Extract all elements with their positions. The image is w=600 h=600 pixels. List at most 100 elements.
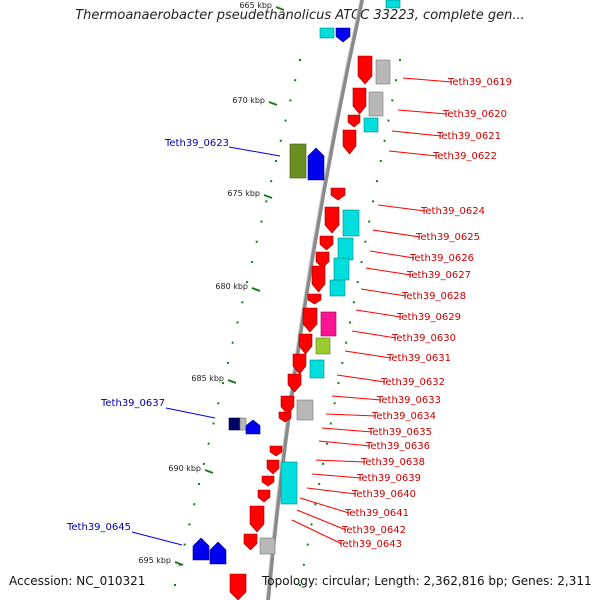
gene-label-right[interactable]: Teth39_0625 bbox=[415, 232, 480, 243]
gene-arrow-red bbox=[307, 293, 322, 305]
gene-label-right[interactable]: Teth39_0621 bbox=[436, 131, 501, 142]
gene-label-right[interactable]: Teth39_0620 bbox=[442, 109, 507, 120]
gene-label-right[interactable]: Teth39_0619 bbox=[447, 77, 512, 88]
leader-line-right bbox=[315, 459, 366, 463]
leader-line-right bbox=[369, 250, 415, 259]
gene-label-right[interactable]: Teth39_0635 bbox=[367, 427, 432, 438]
genome-backbone bbox=[265, 0, 364, 600]
gene-arrow-red bbox=[357, 55, 373, 85]
map-title: Thermoanaerobacter pseudethanolicus ATCC… bbox=[75, 8, 525, 23]
kbp-tick-label: 695 kbp bbox=[138, 556, 171, 565]
gene-label-right[interactable]: Teth39_0641 bbox=[344, 508, 409, 519]
gene-label-right[interactable]: Teth39_0629 bbox=[396, 312, 461, 323]
gene-box-navy bbox=[228, 417, 242, 431]
gene-label-right[interactable]: Teth39_0632 bbox=[380, 377, 445, 388]
gene-label-right[interactable]: Teth39_0640 bbox=[351, 489, 416, 500]
tick-dot-outer bbox=[231, 341, 234, 344]
tick-dot-inner bbox=[322, 462, 325, 465]
gene-arrow-red bbox=[342, 129, 357, 155]
gene-box-gray bbox=[259, 537, 276, 555]
kbp-tick-label: 690 kbp bbox=[168, 464, 201, 473]
gene-arrow-red bbox=[347, 114, 361, 128]
gene-label-right[interactable]: Teth39_0622 bbox=[432, 151, 497, 162]
tick-dot-outer bbox=[222, 382, 225, 385]
tick-dot-outer bbox=[207, 442, 210, 445]
tick-dot-inner bbox=[318, 483, 321, 486]
gene-box-cyan bbox=[337, 237, 354, 261]
gene-arrow-red bbox=[287, 373, 302, 393]
gene-box-gray bbox=[375, 59, 391, 85]
tick-dot-inner bbox=[352, 301, 355, 304]
tick-dot-outer bbox=[198, 483, 201, 486]
gene-arrow-red bbox=[266, 459, 280, 475]
leader-line-right bbox=[355, 309, 402, 318]
gene-box-cyan bbox=[363, 117, 379, 133]
leader-line-right bbox=[311, 473, 362, 479]
gene-box-cyan bbox=[385, 0, 401, 9]
leader-line-right bbox=[321, 427, 373, 433]
gene-label-right[interactable]: Teth39_0638 bbox=[360, 457, 425, 468]
gene-label-right[interactable]: Teth39_0642 bbox=[341, 525, 406, 536]
gene-label-right[interactable]: Teth39_0639 bbox=[356, 473, 421, 484]
gene-arrow-red bbox=[229, 573, 247, 600]
gene-arrow-blue bbox=[192, 537, 210, 561]
tick-dot-inner bbox=[399, 59, 401, 61]
gene-arrow-blue bbox=[245, 419, 261, 435]
kbp-tick-mark bbox=[275, 6, 285, 11]
gene-arrow-blue bbox=[307, 147, 325, 181]
leader-line-right bbox=[306, 487, 357, 495]
kbp-tick-mark bbox=[268, 101, 278, 106]
gene-arrow-red bbox=[352, 87, 367, 115]
gene-box-cyan bbox=[319, 27, 335, 39]
gene-label-right[interactable]: Teth39_0631 bbox=[386, 353, 451, 364]
gene-arrow-red bbox=[269, 445, 283, 457]
leader-line-right bbox=[391, 130, 442, 137]
leader-line-right bbox=[291, 519, 343, 545]
backbone-highlight bbox=[265, 0, 361, 600]
gene-label-right[interactable]: Teth39_0643 bbox=[337, 539, 402, 550]
leader-line-right bbox=[377, 204, 426, 212]
gene-label-right[interactable]: Teth39_0628 bbox=[401, 291, 466, 302]
tick-dot-inner bbox=[379, 159, 382, 162]
gene-label-left[interactable]: Teth39_0645 bbox=[66, 522, 131, 533]
gene-label-left[interactable]: Teth39_0623 bbox=[164, 138, 229, 149]
tick-dot-inner bbox=[333, 402, 336, 405]
tick-dot-outer bbox=[294, 79, 297, 82]
tick-dot-inner bbox=[310, 523, 313, 526]
tick-dot-inner bbox=[306, 543, 309, 546]
tick-dot-outer bbox=[265, 200, 268, 203]
topology-text: Topology: circular; Length: 2,362,816 bp… bbox=[262, 574, 592, 588]
gene-label-right[interactable]: Teth39_0630 bbox=[391, 333, 456, 344]
kbp-tick-mark bbox=[263, 194, 273, 199]
kbp-tick-mark bbox=[251, 287, 261, 292]
gene-label-right[interactable]: Teth39_0636 bbox=[365, 441, 430, 452]
gene-label-right[interactable]: Teth39_0633 bbox=[376, 395, 441, 406]
gene-box-cyan bbox=[280, 461, 298, 505]
tick-dot-outer bbox=[174, 584, 176, 586]
tick-dot-outer bbox=[183, 543, 186, 546]
tick-dot-outer bbox=[250, 260, 253, 263]
gene-arrow-red bbox=[324, 206, 340, 234]
gene-label-left[interactable]: Teth39_0637 bbox=[100, 398, 165, 409]
gene-labels: Teth39_0619 Teth39_0620 Teth39_0621 Teth39_… bbox=[66, 77, 512, 550]
tick-dot-inner bbox=[395, 79, 398, 82]
gene-box-cyan bbox=[329, 279, 346, 297]
leader-line-right bbox=[325, 413, 377, 417]
leader-line-right bbox=[336, 374, 386, 383]
tick-dot-outer bbox=[279, 139, 282, 142]
gene-arrow-red bbox=[280, 395, 295, 415]
tick-dot-inner bbox=[364, 240, 367, 243]
leader-line-right bbox=[299, 497, 350, 514]
gene-label-right[interactable]: Teth39_0634 bbox=[371, 411, 436, 422]
gene-arrow-red bbox=[278, 411, 292, 423]
tick-dot-outer bbox=[241, 301, 244, 304]
gene-arrow-red bbox=[330, 187, 346, 201]
gene-label-right[interactable]: Teth39_0627 bbox=[406, 270, 471, 281]
leader-line-right bbox=[372, 229, 421, 238]
gene-box-magenta bbox=[320, 311, 337, 337]
gene-label-right[interactable]: Teth39_0624 bbox=[420, 206, 485, 217]
tick-dot-inner bbox=[349, 321, 351, 324]
gene-label-right[interactable]: Teth39_0626 bbox=[409, 253, 474, 264]
gene-box-cyan bbox=[333, 257, 350, 281]
